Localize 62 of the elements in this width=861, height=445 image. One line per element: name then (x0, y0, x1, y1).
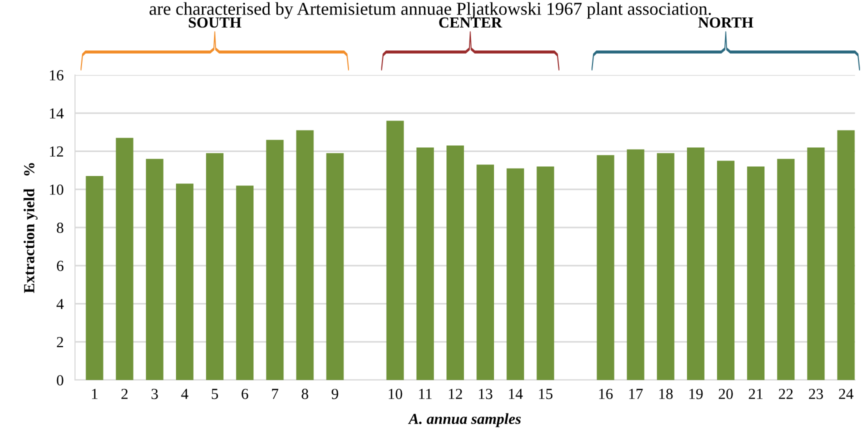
y-tick-label: 0 (56, 375, 64, 386)
x-tick-label: 21 (748, 388, 763, 399)
x-tick-label: 12 (448, 388, 462, 399)
bar (176, 184, 194, 380)
text: CENTER (439, 17, 502, 28)
x-tick-label: 9 (332, 388, 338, 400)
x-tick-label: 15 (539, 388, 552, 400)
x-tick-label: 13 (478, 388, 492, 400)
bar (747, 166, 765, 380)
bar (296, 130, 314, 380)
bar (146, 158, 164, 380)
y-tick-label: 8 (56, 222, 64, 233)
x-tick-label: 6 (242, 388, 248, 400)
bar (266, 140, 284, 380)
x-tick-label: 14 (509, 388, 523, 399)
y-tick-label: 16 (50, 70, 64, 80)
x-tick-label: 18 (659, 388, 673, 400)
text: NORTH (698, 17, 754, 28)
x-tick-label: 11 (419, 388, 432, 399)
x-tick-label: 19 (689, 388, 703, 400)
bar (837, 130, 855, 380)
x-tick-label: 17 (629, 388, 643, 399)
x-tick-label: 24 (839, 388, 854, 399)
bar (476, 164, 494, 380)
bar (116, 138, 134, 380)
y-tick-label: 4 (56, 298, 64, 310)
x-tick-label: 22 (778, 388, 793, 399)
y-axis-title: Extraction yield % (24, 163, 38, 294)
bar (536, 166, 554, 380)
y-tick-label: 10 (50, 184, 64, 195)
x-tick-label: 4 (181, 388, 188, 399)
x-axis-title: A. annua samples (408, 413, 521, 428)
x-tick-label: 20 (718, 388, 733, 400)
bar (86, 176, 104, 380)
bar (446, 146, 464, 380)
x-tick-label: 16 (599, 388, 613, 400)
bar (386, 120, 404, 380)
x-tick-label: 3 (152, 388, 158, 400)
x-tick-label: 7 (272, 388, 278, 399)
bar (236, 186, 254, 380)
bar (686, 147, 704, 380)
bar (777, 158, 795, 380)
bar (656, 153, 674, 380)
y-tick-label: 2 (56, 337, 64, 348)
x-tick-label: 10 (388, 388, 402, 400)
bar (717, 160, 734, 380)
y-tick-label: 14 (50, 108, 64, 118)
text: SOUTH (188, 17, 242, 28)
bar (206, 153, 224, 380)
y-tick-label: 6 (56, 260, 64, 272)
bar (807, 147, 825, 380)
x-tick-label: 1 (92, 388, 98, 399)
bar (416, 147, 434, 380)
y-tick-label: 12 (50, 146, 64, 157)
bar (506, 168, 524, 380)
x-tick-label: 8 (302, 388, 308, 400)
x-tick-label: 5 (212, 388, 218, 400)
x-tick-label: 23 (808, 388, 823, 400)
bar (326, 153, 344, 380)
bar (596, 155, 614, 380)
bar (626, 149, 644, 380)
x-tick-label: 2 (121, 388, 128, 399)
